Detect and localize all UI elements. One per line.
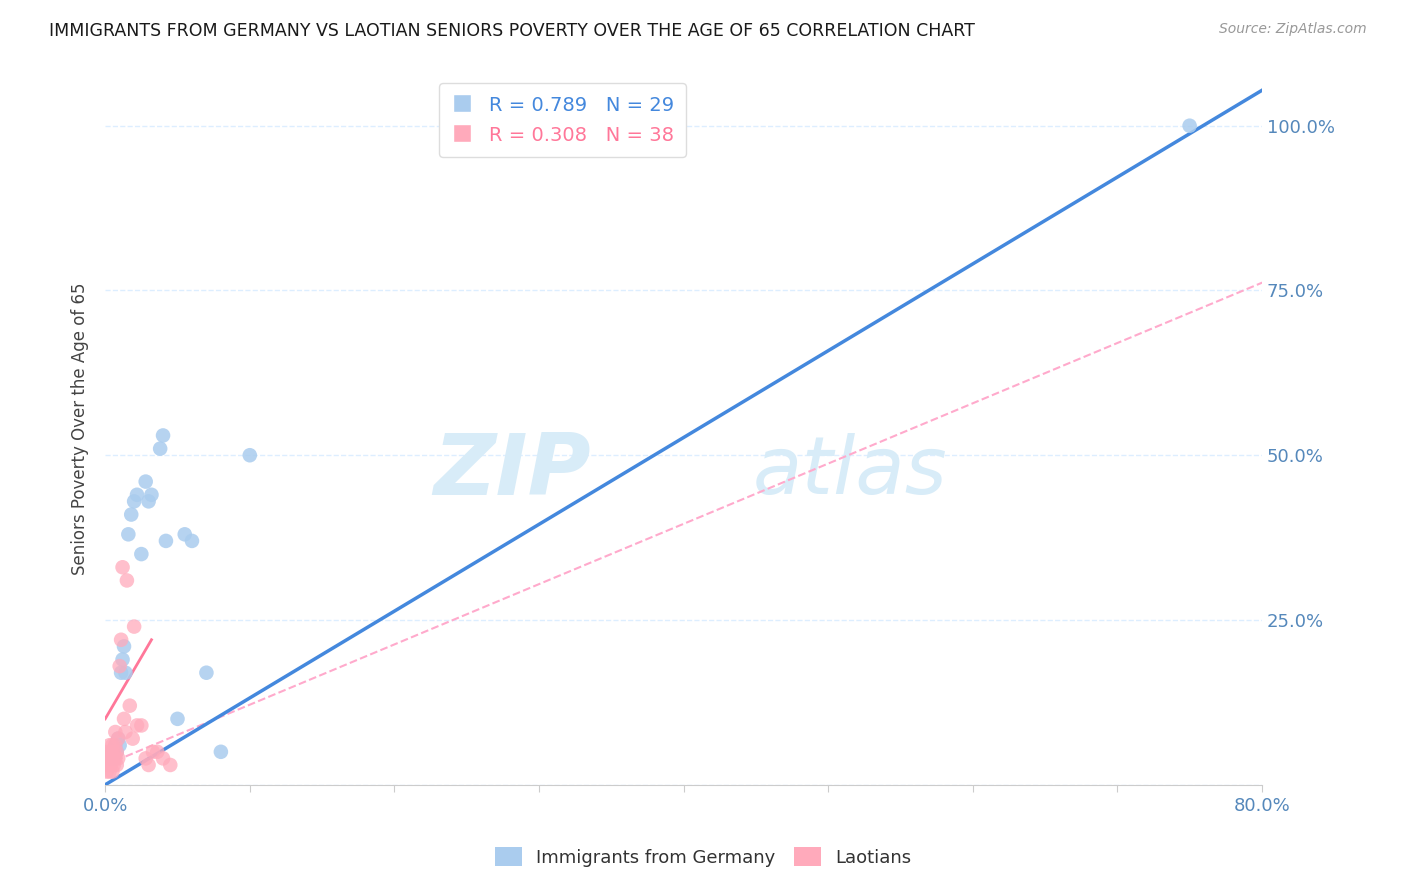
Point — [103, 758, 125, 772]
Point — [110, 632, 132, 647]
Point — [100, 745, 122, 759]
Point — [111, 560, 134, 574]
Point — [108, 738, 131, 752]
Point — [112, 712, 135, 726]
Point — [1178, 119, 1201, 133]
Point — [138, 758, 160, 772]
Point — [96, 764, 118, 779]
Point — [122, 494, 145, 508]
Point — [159, 758, 181, 772]
Point — [107, 731, 129, 746]
Legend: R = 0.789   N = 29, R = 0.308   N = 38: R = 0.789 N = 29, R = 0.308 N = 38 — [439, 83, 686, 157]
Point — [181, 533, 204, 548]
Point — [103, 745, 125, 759]
Point — [117, 527, 139, 541]
Point — [97, 758, 120, 772]
Legend: Immigrants from Germany, Laotians: Immigrants from Germany, Laotians — [488, 840, 918, 874]
Point — [118, 698, 141, 713]
Point — [142, 745, 165, 759]
Text: ZIP: ZIP — [433, 430, 591, 513]
Point — [125, 488, 148, 502]
Point — [152, 751, 174, 765]
Text: IMMIGRANTS FROM GERMANY VS LAOTIAN SENIORS POVERTY OVER THE AGE OF 65 CORRELATIO: IMMIGRANTS FROM GERMANY VS LAOTIAN SENIO… — [49, 22, 976, 40]
Point — [173, 527, 195, 541]
Point — [107, 731, 129, 746]
Point — [110, 665, 132, 680]
Point — [107, 751, 129, 765]
Point — [101, 745, 124, 759]
Point — [105, 758, 128, 772]
Point — [138, 494, 160, 508]
Point — [209, 745, 232, 759]
Point — [122, 619, 145, 633]
Point — [135, 751, 157, 765]
Text: atlas: atlas — [754, 433, 948, 510]
Point — [104, 738, 127, 752]
Point — [101, 764, 124, 779]
Point — [239, 448, 262, 462]
Point — [97, 745, 120, 759]
Y-axis label: Seniors Poverty Over the Age of 65: Seniors Poverty Over the Age of 65 — [72, 283, 89, 575]
Point — [146, 745, 169, 759]
Point — [105, 745, 128, 759]
Point — [98, 764, 121, 779]
Point — [104, 738, 127, 752]
Point — [131, 547, 153, 561]
Point — [108, 659, 131, 673]
Point — [98, 751, 121, 765]
Point — [125, 718, 148, 732]
Point — [103, 751, 125, 765]
Point — [100, 751, 122, 765]
Point — [152, 428, 174, 442]
Point — [98, 738, 121, 752]
Point — [104, 725, 127, 739]
Point — [100, 758, 122, 772]
Point — [149, 442, 172, 456]
Point — [101, 751, 124, 765]
Point — [112, 640, 135, 654]
Point — [101, 738, 124, 752]
Text: Source: ZipAtlas.com: Source: ZipAtlas.com — [1219, 22, 1367, 37]
Point — [115, 574, 138, 588]
Point — [114, 665, 136, 680]
Point — [121, 731, 143, 746]
Point — [155, 533, 177, 548]
Point — [141, 488, 163, 502]
Point — [166, 712, 188, 726]
Point — [96, 751, 118, 765]
Point — [135, 475, 157, 489]
Point — [111, 652, 134, 666]
Point — [120, 508, 142, 522]
Point — [114, 725, 136, 739]
Point — [195, 665, 218, 680]
Point — [131, 718, 153, 732]
Point — [105, 745, 128, 759]
Point — [104, 751, 127, 765]
